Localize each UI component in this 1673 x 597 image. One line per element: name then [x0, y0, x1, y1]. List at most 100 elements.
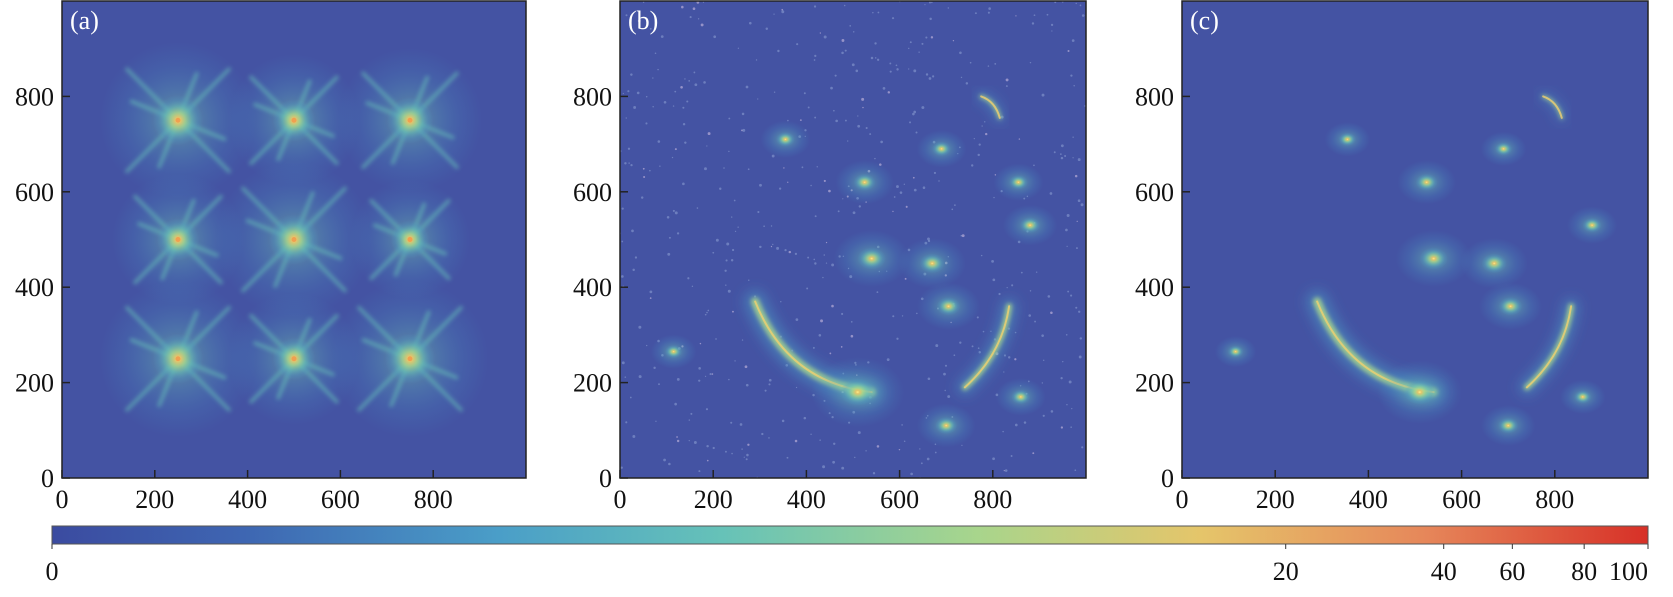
noise-speck: [1041, 93, 1045, 97]
noise-speck: [709, 373, 712, 376]
noise-speck: [1010, 455, 1013, 457]
noise-speck: [630, 164, 633, 167]
noise-speck: [877, 11, 880, 14]
noise-speck: [851, 63, 855, 67]
noise-speck: [1033, 164, 1035, 167]
noise-speck: [638, 325, 642, 329]
noise-speck: [1041, 334, 1044, 337]
noise-speck: [977, 153, 980, 157]
noise-speck: [1065, 228, 1068, 232]
psf-star: [350, 179, 470, 300]
noise-speck: [810, 184, 812, 187]
noise-speck: [896, 185, 899, 188]
noise-speck: [773, 91, 776, 93]
noise-speck: [649, 297, 652, 299]
noise-speck: [654, 52, 657, 55]
noise-speck: [814, 116, 817, 119]
noise-speck: [849, 24, 852, 27]
panel-b: 0 200 400 600 800 0 200 400 600 800 (b): [573, 0, 1087, 514]
x-tick-label: 400: [787, 485, 826, 514]
noise-speck: [895, 64, 898, 67]
noise-speck: [876, 291, 879, 294]
noise-speck: [772, 243, 774, 246]
noise-speck: [927, 377, 931, 381]
image-content: [1214, 92, 1618, 446]
noise-speck: [1077, 199, 1081, 203]
noise-speck: [663, 100, 667, 104]
y-tick-label: 400: [1135, 273, 1174, 302]
noise-speck: [725, 284, 727, 286]
noise-speck: [910, 472, 913, 476]
noise-speck: [620, 466, 623, 469]
x-tick-label: 800: [1535, 485, 1574, 514]
galaxy-blob: [1377, 360, 1462, 424]
galaxy-blob: [811, 357, 905, 428]
noise-speck: [870, 56, 874, 60]
noise-speck: [921, 106, 925, 110]
noise-speck: [961, 444, 963, 447]
noise-speck: [813, 5, 817, 8]
noise-speck: [780, 301, 782, 303]
noise-speck: [893, 196, 896, 198]
noise-speck: [976, 316, 979, 319]
noise-speck: [987, 65, 990, 67]
noise-speck: [1014, 358, 1017, 361]
noise-speck: [854, 456, 856, 459]
noise-speck: [745, 383, 749, 387]
noise-speck: [681, 5, 684, 9]
galaxy-blob: [916, 403, 976, 448]
noise-speck: [931, 1, 933, 4]
noise-speck: [832, 460, 836, 464]
noise-speck: [898, 448, 901, 451]
psf-star: [228, 292, 360, 425]
noise-speck: [947, 7, 950, 9]
noise-speck: [684, 78, 686, 80]
noise-speck: [711, 373, 714, 375]
noise-speck: [938, 180, 940, 182]
noise-speck: [1002, 430, 1004, 433]
galaxy-blob: [760, 120, 811, 159]
noise-speck: [794, 252, 798, 256]
noise-speck: [857, 431, 861, 435]
noise-speck: [781, 8, 784, 11]
galaxy-blob: [993, 163, 1044, 201]
noise-speck: [1005, 85, 1008, 87]
noise-speck: [759, 245, 762, 249]
noise-speck: [698, 367, 701, 370]
noise-speck: [1060, 156, 1064, 160]
noise-speck: [876, 58, 880, 61]
noise-speck: [1003, 371, 1005, 373]
noise-speck: [874, 157, 876, 160]
noise-speck: [912, 112, 915, 116]
noise-speck: [1015, 15, 1017, 17]
noise-speck: [1072, 157, 1074, 159]
colorbar-tick-label: 40: [1431, 557, 1457, 586]
noise-speck: [819, 439, 821, 441]
noise-speck: [671, 156, 674, 159]
noise-speck: [960, 234, 963, 237]
noise-speck: [706, 459, 709, 462]
noise-speck: [628, 162, 630, 164]
x-tick-label: 0: [56, 485, 69, 514]
galaxy-blob: [835, 160, 894, 205]
noise-speck: [830, 86, 833, 90]
noise-speck: [682, 106, 685, 109]
noise-speck: [872, 11, 874, 14]
noise-speck: [847, 140, 849, 142]
x-tick-label: 800: [973, 485, 1012, 514]
noise-speck: [850, 321, 853, 323]
noise-speck: [1060, 377, 1063, 380]
noise-speck: [1075, 2, 1077, 5]
noise-speck: [980, 254, 983, 257]
noise-speck: [781, 10, 785, 14]
noise-speck: [781, 419, 785, 423]
noise-speck: [909, 41, 912, 44]
noise-speck: [822, 276, 824, 279]
noise-speck: [765, 27, 769, 30]
y-tick-label: 800: [1135, 82, 1174, 111]
noise-speck: [840, 346, 843, 348]
noise-speck: [991, 259, 994, 263]
noise-speck: [841, 39, 845, 42]
noise-speck: [1067, 49, 1070, 53]
y-tick-label: 400: [573, 273, 612, 302]
